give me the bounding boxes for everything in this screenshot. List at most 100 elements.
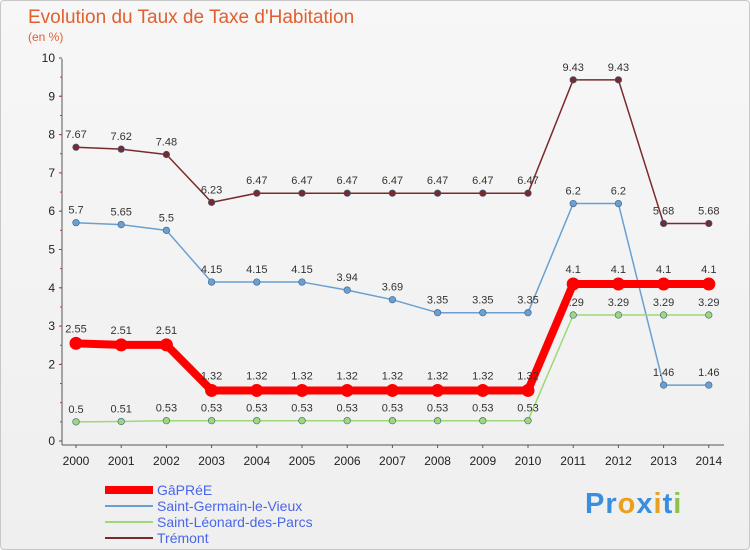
data-point-tremont (117, 145, 125, 153)
data-point-saint-leonard-des-parcs (253, 417, 261, 425)
data-point-saint-germain-le-vieux (162, 226, 170, 234)
data-label-saint-germain-le-vieux: 3.94 (336, 272, 357, 284)
data-label-saint-leonard-des-parcs: 0.53 (336, 403, 357, 415)
data-point-saint-germain-le-vieux (298, 278, 306, 286)
y-tick-label: 5 (48, 243, 55, 257)
data-point-saint-leonard-des-parcs (659, 311, 668, 319)
data-point-saint-leonard-des-parcs (569, 311, 577, 319)
y-tick-label: 9 (48, 89, 55, 103)
data-label-saint-germain-le-vieux: 3.35 (517, 295, 538, 307)
data-label-saint-leonard-des-parcs: 0.51 (110, 403, 131, 415)
data-label-tremont: 9.43 (608, 62, 629, 74)
data-point-gapree (431, 383, 445, 397)
data-label-tremont: 7.48 (156, 137, 177, 149)
data-label-saint-germain-le-vieux: 5.65 (110, 207, 131, 219)
data-point-saint-germain-le-vieux (72, 219, 80, 227)
data-label-gapree: 4.1 (566, 264, 581, 276)
data-label-gapree: 1.32 (246, 370, 267, 382)
x-tick-label: 2004 (243, 454, 270, 468)
legend-label: GâPRéE (157, 482, 213, 498)
data-label-saint-leonard-des-parcs: 0.53 (517, 403, 538, 415)
data-point-saint-germain-le-vieux (117, 221, 125, 229)
data-point-gapree (476, 383, 490, 397)
data-point-tremont (659, 219, 668, 228)
data-label-saint-leonard-des-parcs: 3.29 (653, 297, 674, 309)
legend-label: Saint-Germain-le-Vieux (157, 498, 303, 514)
data-label-tremont: 6.47 (336, 175, 357, 187)
data-point-gapree (69, 336, 83, 350)
data-label-saint-leonard-des-parcs: 0.53 (427, 403, 448, 415)
data-label-tremont: 6.23 (201, 184, 222, 196)
x-tick-label: 2000 (63, 454, 90, 468)
data-point-saint-germain-le-vieux (388, 296, 397, 304)
data-point-tremont (162, 150, 170, 159)
data-label-gapree: 1.32 (382, 370, 403, 382)
data-point-tremont (253, 189, 261, 197)
data-label-gapree: 4.1 (611, 264, 626, 276)
brand-letter: i (673, 488, 683, 520)
x-tick-label: 2008 (424, 454, 451, 468)
data-label-saint-leonard-des-parcs: 3.29 (608, 297, 629, 309)
brand-letter: o (617, 488, 637, 520)
data-label-saint-germain-le-vieux: 4.15 (246, 264, 267, 276)
data-point-gapree (295, 383, 309, 397)
data-label-saint-leonard-des-parcs: 0.53 (201, 403, 222, 415)
data-label-gapree: 1.32 (336, 370, 357, 382)
data-point-tremont (434, 189, 442, 197)
x-tick-label: 2007 (379, 454, 406, 468)
data-point-saint-leonard-des-parcs (117, 417, 125, 426)
data-point-saint-leonard-des-parcs (208, 417, 216, 425)
data-label-saint-leonard-des-parcs: 0.53 (472, 403, 493, 415)
data-point-saint-leonard-des-parcs (479, 417, 487, 425)
data-label-saint-germain-le-vieux: 4.15 (291, 264, 312, 276)
legend-swatch (105, 521, 153, 523)
data-point-tremont (524, 189, 532, 197)
chart-unit: (en %) (28, 30, 64, 44)
data-point-tremont (208, 198, 216, 206)
data-point-saint-leonard-des-parcs (72, 418, 80, 426)
brand-letter: r (605, 488, 618, 520)
y-tick-label: 0 (48, 434, 55, 448)
data-point-gapree (566, 277, 580, 291)
data-label-saint-germain-le-vieux: 1.46 (698, 367, 719, 379)
data-label-gapree: 1.32 (291, 370, 312, 382)
data-point-gapree (159, 338, 173, 352)
data-point-gapree (205, 383, 219, 397)
data-label-saint-leonard-des-parcs: 0.53 (246, 403, 267, 415)
y-tick-label: 3 (48, 319, 55, 333)
data-label-tremont: 6.47 (291, 175, 312, 187)
data-label-saint-germain-le-vieux: 5.5 (159, 212, 174, 224)
data-label-gapree: 4.1 (656, 264, 671, 276)
legend-label: Trémont (157, 530, 209, 546)
data-point-gapree (250, 383, 264, 397)
data-label-tremont: 9.43 (562, 62, 583, 74)
data-point-gapree (657, 277, 671, 291)
data-point-saint-leonard-des-parcs (614, 311, 623, 319)
data-label-gapree: 1.32 (472, 370, 493, 382)
legend-label: Saint-Léonard-des-Parcs (157, 514, 313, 530)
x-tick-label: 2014 (695, 454, 722, 468)
data-label-saint-germain-le-vieux: 6.2 (566, 186, 581, 198)
y-tick-label: 2 (48, 357, 55, 371)
brand-letter: x (636, 488, 654, 520)
data-label-gapree: 2.51 (110, 325, 131, 337)
data-point-tremont (298, 189, 306, 197)
data-point-saint-germain-le-vieux (479, 309, 487, 317)
data-label-saint-germain-le-vieux: 1.46 (653, 367, 674, 379)
data-label-gapree: 4.1 (701, 264, 716, 276)
data-label-tremont: 6.47 (246, 175, 267, 187)
legend-swatch (105, 537, 153, 539)
x-tick-label: 2012 (605, 454, 632, 468)
x-tick-label: 2011 (560, 454, 586, 468)
data-label-saint-germain-le-vieux: 3.35 (427, 295, 448, 307)
data-point-saint-germain-le-vieux (569, 199, 577, 208)
data-label-tremont: 6.47 (472, 175, 493, 187)
data-point-saint-germain-le-vieux (614, 199, 623, 208)
data-point-saint-germain-le-vieux (705, 381, 713, 389)
data-label-gapree: 2.55 (65, 323, 86, 335)
data-label-saint-leonard-des-parcs: 0.5 (68, 404, 83, 416)
data-point-saint-leonard-des-parcs (524, 417, 532, 425)
data-label-saint-germain-le-vieux: 4.15 (201, 264, 222, 276)
